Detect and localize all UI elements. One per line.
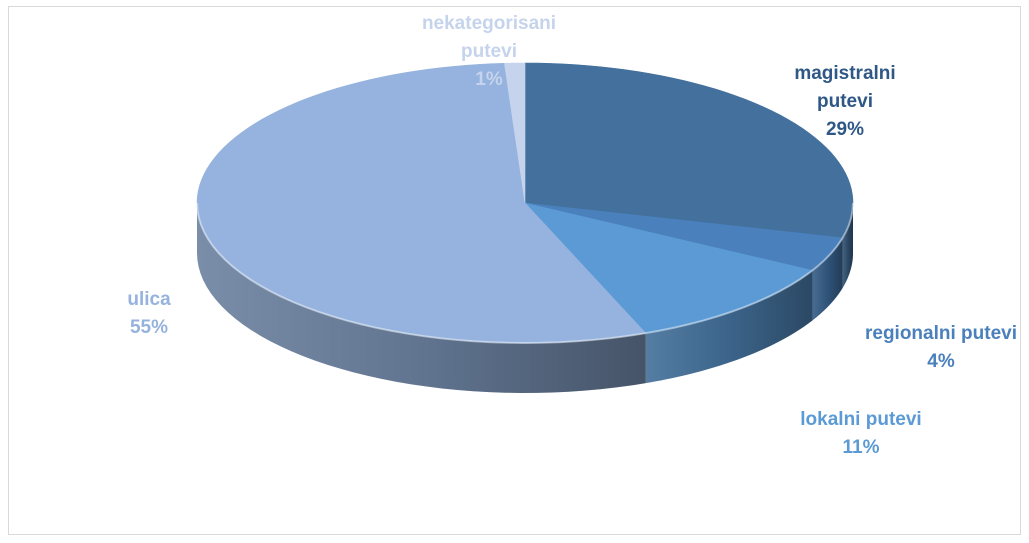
slice-percent-label-3: 55% xyxy=(130,317,168,338)
pie-labels: magistralni putevi 29% regionalni putevi 4% l… xyxy=(127,13,1017,458)
slice-category-label-1: regionalni putevi xyxy=(865,323,1017,344)
slice-percent-label-4: 1% xyxy=(475,69,503,90)
pie-wall-shade-2 xyxy=(645,270,813,384)
slice-category-label-2: lokalni putevi xyxy=(800,409,921,430)
slice-category-label-4: putevi xyxy=(461,41,517,62)
slice-category-label-3: ulica xyxy=(127,289,171,310)
slice-percent-label-0: 29% xyxy=(826,119,864,140)
pie-slices xyxy=(196,62,854,345)
pie-slice-2 xyxy=(524,202,814,334)
pie-slice-4 xyxy=(504,62,526,204)
pie-slice-3 xyxy=(196,62,647,344)
pie-slice-1 xyxy=(524,202,844,271)
slice-category-label-4: nekategorisani xyxy=(422,13,556,34)
pie-wall-shade-0 xyxy=(842,203,853,288)
chart-area: magistralni putevi 29% regionalni putevi 4% l… xyxy=(8,6,1021,535)
pie-rim-highlight xyxy=(196,202,854,345)
slice-percent-label-1: 4% xyxy=(927,351,955,372)
pie-wall-shade-1 xyxy=(812,237,843,321)
slice-category-label-0: putevi xyxy=(817,91,873,112)
slice-percent-label-2: 11% xyxy=(843,437,880,458)
pie-chart: magistralni putevi 29% regionalni putevi 4% l… xyxy=(127,13,1017,458)
slice-category-label-0: magistralni xyxy=(794,63,895,84)
pie-side-walls xyxy=(197,203,853,393)
pie-wall-shade-3 xyxy=(197,203,646,393)
pie-slice-0 xyxy=(524,62,854,239)
